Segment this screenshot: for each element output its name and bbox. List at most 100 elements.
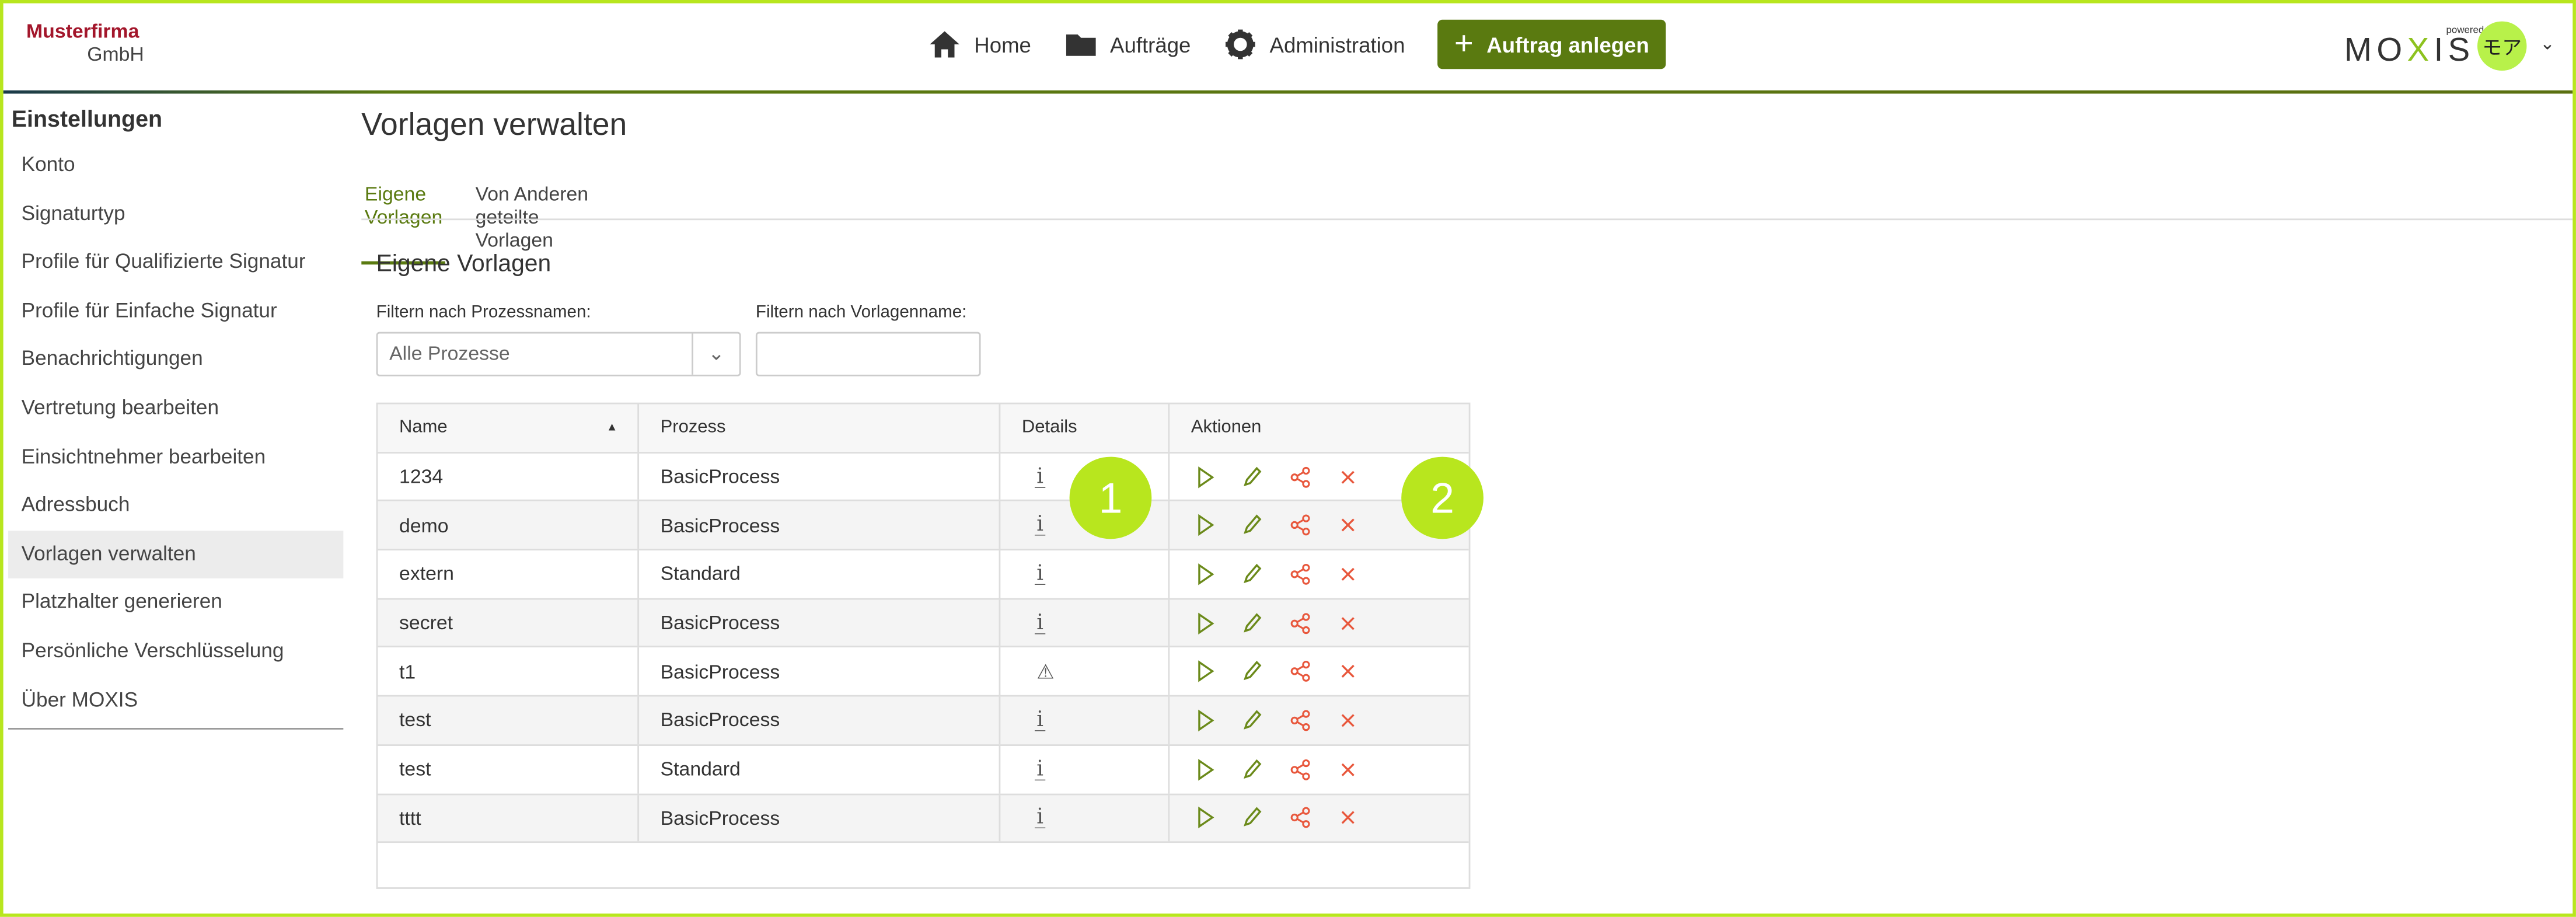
cell-process: BasicProcess — [639, 696, 1001, 744]
delete-x-icon[interactable] — [1336, 708, 1360, 733]
info-icon[interactable]: i̲ — [1036, 806, 1044, 831]
sidebar-item-konto[interactable]: Konto — [21, 152, 75, 176]
cell-process: BasicProcess — [639, 794, 1001, 842]
section-title: Eigene Vorlagen — [376, 251, 551, 278]
tab-own-templates[interactable]: Eigene Vorlagen — [361, 182, 446, 265]
delete-x-icon[interactable] — [1336, 562, 1360, 586]
tab-shared-templates[interactable]: Von Anderen geteilte Vorlagen — [475, 182, 589, 252]
info-icon[interactable]: i̲ — [1036, 464, 1044, 489]
edit-pencil-icon[interactable] — [1240, 562, 1265, 586]
delete-x-icon[interactable] — [1336, 611, 1360, 635]
process-filter-value: Alle Prozesse — [389, 341, 510, 365]
edit-pencil-icon[interactable] — [1240, 660, 1265, 684]
cell-actions — [1170, 794, 1468, 842]
sidebar-item-profile-f-r-qualifizierte-signatur[interactable]: Profile für Qualifizierte Signatur — [21, 250, 306, 273]
cell-details: ⚠ — [1000, 648, 1170, 696]
cell-process: Standard — [639, 745, 1001, 793]
sidebar-item--ber-moxis[interactable]: Über MOXIS — [21, 688, 138, 711]
share-icon[interactable] — [1288, 660, 1313, 684]
play-icon[interactable] — [1193, 611, 1217, 635]
delete-x-icon[interactable] — [1336, 806, 1360, 830]
plus-icon: + — [1454, 25, 1474, 62]
cell-name: extern — [378, 550, 640, 598]
play-icon[interactable] — [1193, 806, 1217, 830]
sidebar-item-profile-f-r-einfache-signatur[interactable]: Profile für Einfache Signatur — [21, 298, 277, 322]
edit-pencil-icon[interactable] — [1240, 806, 1265, 830]
cell-details: i̲ — [1000, 745, 1170, 793]
edit-pencil-icon[interactable] — [1240, 464, 1265, 489]
company-logo[interactable]: Musterfirma GmbH — [26, 20, 144, 66]
sidebar-item-platzhalter-generieren[interactable]: Platzhalter generieren — [21, 590, 222, 613]
play-icon[interactable] — [1193, 660, 1217, 684]
nav-administration-label: Administration — [1269, 32, 1405, 57]
top-header: Musterfirma GmbH Home Aufträge Administr… — [0, 0, 2576, 90]
cell-name: tttt — [378, 794, 640, 842]
cell-process: Standard — [639, 550, 1001, 598]
header-name[interactable]: Name ▲ — [378, 404, 640, 452]
cell-name: secret — [378, 599, 640, 647]
sort-asc-icon: ▲ — [606, 422, 618, 434]
header-name-label: Name — [399, 417, 448, 438]
warning-icon[interactable]: ⚠ — [1036, 660, 1055, 684]
share-icon[interactable] — [1288, 611, 1313, 635]
edit-pencil-icon[interactable] — [1240, 611, 1265, 635]
cell-name: t1 — [378, 648, 640, 696]
cell-actions — [1170, 453, 1468, 500]
nav-home[interactable]: Home — [928, 28, 1031, 61]
play-icon[interactable] — [1193, 464, 1217, 489]
cell-process: BasicProcess — [639, 501, 1001, 549]
edit-pencil-icon[interactable] — [1240, 513, 1265, 538]
sidebar-item-vertretung-bearbeiten[interactable]: Vertretung bearbeiten — [21, 396, 219, 419]
info-icon[interactable]: i̲ — [1036, 756, 1044, 782]
main-content: Vorlagen verwalten Eigene Vorlagen Von A… — [361, 109, 627, 265]
folder-icon — [1066, 34, 1095, 56]
delete-x-icon[interactable] — [1336, 464, 1360, 489]
info-icon[interactable]: i̲ — [1036, 512, 1044, 538]
cell-process: BasicProcess — [639, 648, 1001, 696]
callout-badge-1: 1 — [1069, 456, 1152, 539]
nav-administration[interactable]: Administration — [1224, 28, 1405, 61]
new-order-label: Auftrag anlegen — [1486, 32, 1649, 57]
play-icon[interactable] — [1193, 513, 1217, 538]
nav-orders-label: Aufträge — [1110, 32, 1191, 57]
sidebar-item-benachrichtigungen[interactable]: Benachrichtigungen — [21, 347, 203, 371]
play-icon[interactable] — [1193, 757, 1217, 782]
delete-x-icon[interactable] — [1336, 757, 1360, 782]
home-icon — [930, 31, 959, 58]
sidebar-item-vorlagen-verwalten[interactable]: Vorlagen verwalten — [8, 530, 344, 579]
nav-orders[interactable]: Aufträge — [1064, 28, 1191, 61]
edit-pencil-icon[interactable] — [1240, 708, 1265, 733]
delete-x-icon[interactable] — [1336, 513, 1360, 538]
chevron-down-icon: ⌄ — [692, 333, 739, 375]
play-icon[interactable] — [1193, 562, 1217, 586]
user-avatar[interactable]: モア — [2477, 21, 2527, 71]
share-icon[interactable] — [1288, 757, 1313, 782]
sidebar-item-signaturtyp[interactable]: Signaturtyp — [21, 201, 125, 225]
info-icon[interactable]: i̲ — [1036, 611, 1044, 636]
cell-process: BasicProcess — [639, 453, 1001, 500]
delete-x-icon[interactable] — [1336, 660, 1360, 684]
share-icon[interactable] — [1288, 513, 1313, 538]
brand-a: MO — [2344, 33, 2407, 69]
template-name-filter-input[interactable] — [755, 332, 981, 376]
info-icon[interactable]: i̲ — [1036, 562, 1044, 587]
moxis-wordmark: MOXIS — [2344, 33, 2475, 71]
chevron-down-icon[interactable]: ⌄ — [2539, 34, 2555, 54]
sidebar-item-adressbuch[interactable]: Adressbuch — [21, 493, 130, 517]
sidebar-title: Einstellungen — [11, 105, 163, 132]
share-icon[interactable] — [1288, 806, 1313, 830]
share-icon[interactable] — [1288, 464, 1313, 489]
sidebar-item-pers-nliche-verschl-sselung[interactable]: Persönliche Verschlüsselung — [21, 639, 284, 663]
share-icon[interactable] — [1288, 708, 1313, 733]
filter-process-label: Filtern nach Prozessnamen: — [376, 302, 591, 322]
sidebar-item-einsichtnehmer-bearbeiten[interactable]: Einsichtnehmer bearbeiten — [21, 444, 266, 468]
process-filter-select[interactable]: Alle Prozesse ⌄ — [376, 332, 741, 376]
play-icon[interactable] — [1193, 708, 1217, 733]
cell-actions — [1170, 745, 1468, 793]
edit-pencil-icon[interactable] — [1240, 757, 1265, 782]
info-icon[interactable]: i̲ — [1036, 708, 1044, 733]
cell-details: i̲ — [1000, 550, 1170, 598]
share-icon[interactable] — [1288, 562, 1313, 586]
new-order-button[interactable]: + Auftrag anlegen — [1437, 19, 1666, 69]
cell-name: 1234 — [378, 453, 640, 500]
